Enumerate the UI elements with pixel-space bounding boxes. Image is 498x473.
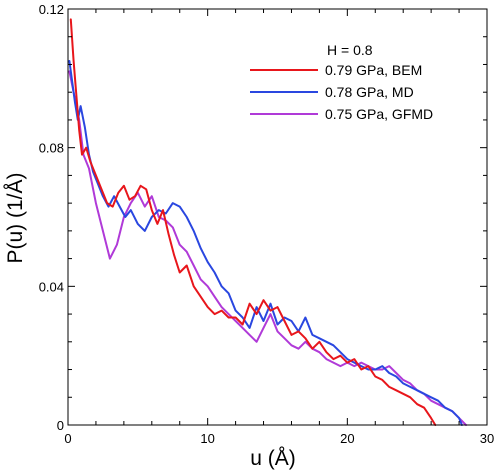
series-layer [68,18,467,426]
x-tick-label: 0 [64,431,71,446]
y-tick-label: 0 [57,418,64,433]
x-tick-label: 20 [340,431,354,446]
tick-labels: 0 10 20 30 0 0.04 0.08 0.12 [39,2,495,446]
x-axis-title: u (Å) [250,447,296,470]
series-line-gfmd [68,70,467,426]
x-tick-label: 10 [200,431,214,446]
y-axis-title: P(u) (1/Å) [4,172,27,263]
y-tick-label: 0.12 [39,2,64,17]
ticks-layer [67,8,488,426]
y-tick-label: 0.08 [39,141,64,156]
series-line-bem [69,18,437,426]
y-tick-label: 0.04 [39,279,64,294]
legend-label-gfmd: 0.75 GPa, GFMD [325,106,433,122]
legend-label-bem: 0.79 GPa, BEM [325,62,422,78]
legend: H = 0.8 0.79 GPa, BEM 0.78 GPa, MD 0.75 … [250,42,433,122]
x-tick-label: 30 [480,431,494,446]
legend-label-md: 0.78 GPa, MD [325,84,414,100]
legend-title: H = 0.8 [327,42,373,58]
plot-frame [67,8,488,426]
series-line-md [68,60,463,426]
